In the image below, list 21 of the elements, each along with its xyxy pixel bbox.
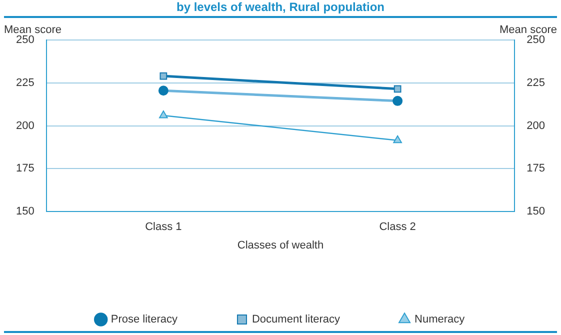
y2-tick-label: 175 <box>526 162 546 175</box>
y-tick-label: 250 <box>16 34 34 46</box>
x-axis-title: Classes of wealth <box>237 239 324 252</box>
y-tick-label: 150 <box>16 206 34 218</box>
y2-tick-label: 250 <box>526 34 546 46</box>
y-tick-label: 175 <box>16 162 34 175</box>
y-axis-title: Mean score <box>4 24 62 36</box>
x-tick-label: Class 1 <box>145 221 182 234</box>
legend-label: Prose literacy <box>110 314 178 326</box>
y-tick-label: 200 <box>16 120 34 132</box>
legend-label: Document literacy <box>252 314 341 326</box>
y2-axis-title: Mean score <box>500 24 557 36</box>
y2-tick-label: 200 <box>526 120 546 132</box>
point <box>394 85 402 93</box>
point <box>160 72 168 80</box>
x-tick-label: Class 2 <box>379 221 416 234</box>
y-tick-label: 225 <box>16 76 34 89</box>
y2-tick-label: 150 <box>526 206 546 218</box>
chart-title: by levels of wealth, Rural population <box>175 0 386 14</box>
legend-label: Numeracy <box>414 314 466 326</box>
y2-tick-label: 225 <box>526 76 546 89</box>
